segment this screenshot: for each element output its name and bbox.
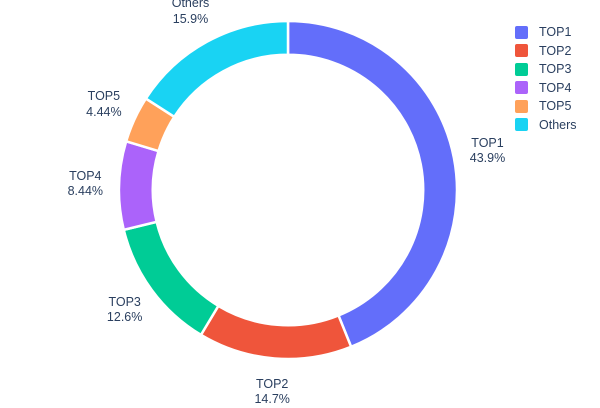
- legend-item-top2[interactable]: TOP2: [515, 42, 577, 61]
- pie-slice-top4[interactable]: [117, 139, 161, 232]
- legend-label: TOP4: [539, 80, 572, 95]
- legend-item-top5[interactable]: TOP5: [515, 97, 577, 116]
- legend-swatch-icon: [515, 118, 528, 132]
- pie-slice-others[interactable]: [144, 19, 290, 119]
- legend-swatch-icon: [515, 25, 528, 39]
- legend-item-top4[interactable]: TOP4: [515, 79, 577, 98]
- pie-slices: [117, 19, 459, 361]
- legend-swatch-icon: [515, 99, 528, 113]
- legend-item-others[interactable]: Others: [515, 116, 577, 135]
- legend[interactable]: TOP1 TOP2 TOP3 TOP4 TOP5 Others: [515, 23, 577, 134]
- legend-item-top1[interactable]: TOP1: [515, 23, 577, 42]
- pie-slice-top3[interactable]: [122, 220, 221, 337]
- legend-label: TOP5: [539, 99, 572, 114]
- pie-slice-top1[interactable]: [286, 19, 459, 349]
- legend-label: TOP3: [539, 62, 572, 77]
- legend-swatch-icon: [515, 62, 528, 76]
- legend-item-top3[interactable]: TOP3: [515, 60, 577, 79]
- legend-swatch-icon: [515, 44, 528, 58]
- legend-label: Others: [539, 117, 577, 132]
- legend-label: TOP2: [539, 43, 572, 58]
- pie-slice-top2[interactable]: [199, 304, 353, 361]
- legend-label: TOP1: [539, 25, 572, 40]
- legend-swatch-icon: [515, 81, 528, 95]
